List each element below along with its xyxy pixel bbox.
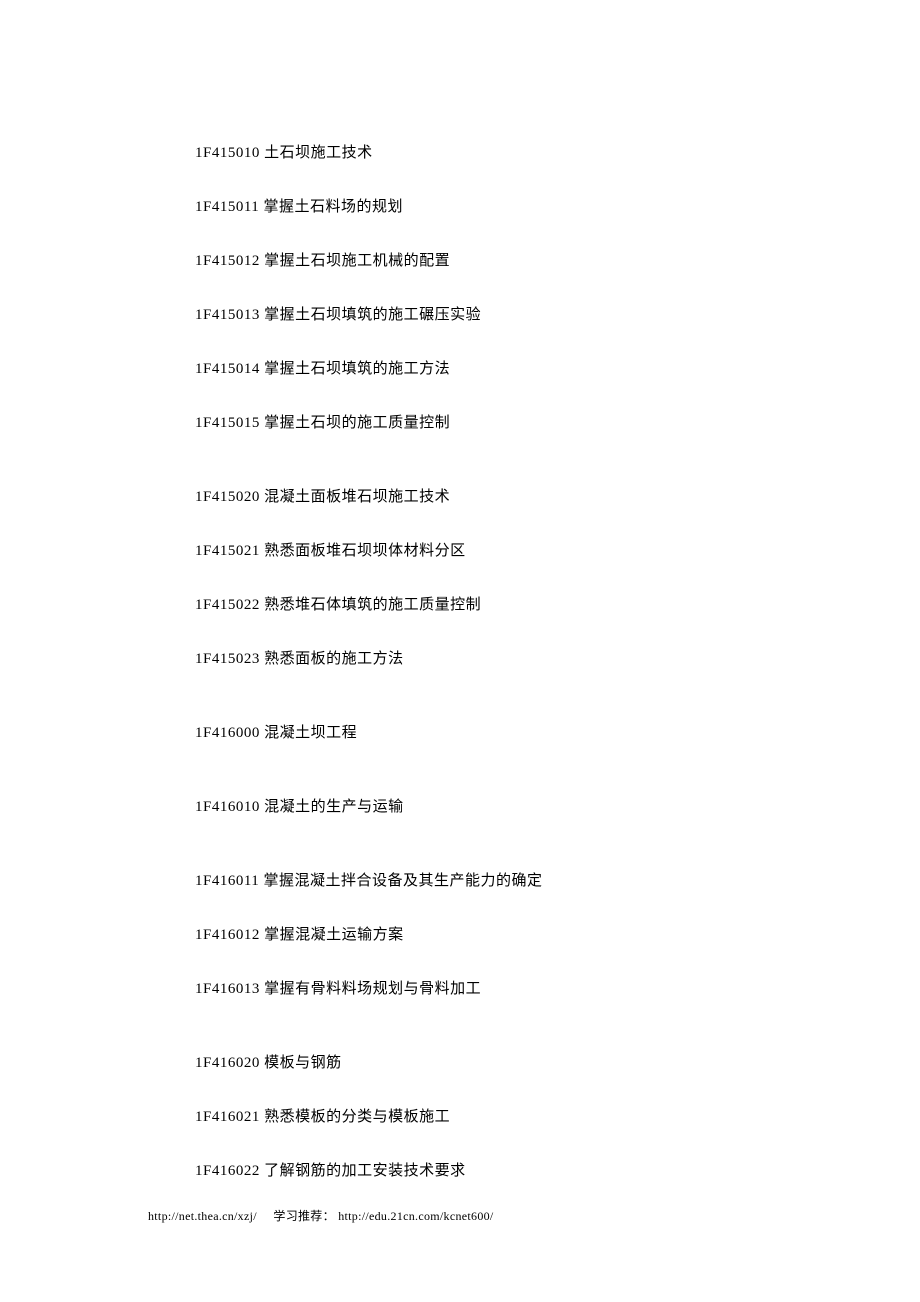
outline-code: 1F416010 (195, 799, 260, 815)
footer-url2: http://edu.21cn.com/kcnet600/ (338, 1209, 493, 1223)
spacer (195, 851, 820, 871)
footer-spacer (260, 1209, 270, 1223)
outline-item: 1F415010 土石坝施工技术 (195, 143, 820, 164)
outline-code: 1F416022 (195, 1163, 260, 1179)
outline-code: 1F415021 (195, 543, 260, 559)
outline-item: 1F415014 掌握土石坝填筑的施工方法 (195, 359, 820, 380)
outline-code: 1F416011 (195, 873, 259, 889)
outline-text: 了解钢筋的加工安装技术要求 (264, 1163, 466, 1179)
outline-text: 掌握混凝土运输方案 (264, 927, 404, 943)
outline-item: 1F415011 掌握土石料场的规划 (195, 197, 820, 218)
outline-code: 1F415010 (195, 145, 260, 161)
outline-code: 1F416020 (195, 1055, 260, 1071)
footer-label: 学习推荐： (273, 1209, 335, 1223)
outline-text: 模板与钢筋 (264, 1055, 342, 1071)
outline-code: 1F415011 (195, 199, 259, 215)
outline-item: 1F415012 掌握土石坝施工机械的配置 (195, 251, 820, 272)
outline-text: 掌握土石坝填筑的施工碾压实验 (264, 307, 481, 323)
outline-item: 1F415022 熟悉堆石体填筑的施工质量控制 (195, 595, 820, 616)
outline-item: 1F415013 掌握土石坝填筑的施工碾压实验 (195, 305, 820, 326)
outline-item: 1F415015 掌握土石坝的施工质量控制 (195, 413, 820, 434)
outline-code: 1F415014 (195, 361, 260, 377)
outline-text: 掌握土石坝的施工质量控制 (264, 415, 450, 431)
outline-code: 1F415023 (195, 651, 260, 667)
outline-code: 1F415013 (195, 307, 260, 323)
spacer (195, 703, 820, 723)
page-footer: http://net.thea.cn/xzj/ 学习推荐： http://edu… (148, 1207, 494, 1224)
outline-item: 1F416021 熟悉模板的分类与模板施工 (195, 1107, 820, 1128)
outline-code: 1F415015 (195, 415, 260, 431)
outline-item: 1F416000 混凝土坝工程 (195, 723, 820, 744)
outline-text: 混凝土面板堆石坝施工技术 (264, 489, 450, 505)
document-content: 1F415010 土石坝施工技术1F415011 掌握土石料场的规划1F4150… (0, 0, 920, 1182)
outline-code: 1F416013 (195, 981, 260, 997)
outline-text: 熟悉模板的分类与模板施工 (264, 1109, 450, 1125)
outline-item: 1F416012 掌握混凝土运输方案 (195, 925, 820, 946)
outline-text: 混凝土坝工程 (264, 725, 357, 741)
spacer (195, 1033, 820, 1053)
outline-item: 1F416013 掌握有骨料料场规划与骨料加工 (195, 979, 820, 1000)
outline-code: 1F416000 (195, 725, 260, 741)
outline-item: 1F416010 混凝土的生产与运输 (195, 797, 820, 818)
outline-text: 掌握土石料场的规划 (264, 199, 404, 215)
outline-code: 1F416012 (195, 927, 260, 943)
outline-code: 1F416021 (195, 1109, 260, 1125)
outline-text: 掌握土石坝施工机械的配置 (264, 253, 450, 269)
spacer (195, 467, 820, 487)
outline-text: 熟悉面板堆石坝坝体材料分区 (264, 543, 466, 559)
outline-text: 熟悉面板的施工方法 (264, 651, 404, 667)
footer-url1: http://net.thea.cn/xzj/ (148, 1209, 257, 1223)
outline-item: 1F416022 了解钢筋的加工安装技术要求 (195, 1161, 820, 1182)
outline-item: 1F416020 模板与钢筋 (195, 1053, 820, 1074)
outline-text: 土石坝施工技术 (264, 145, 373, 161)
outline-text: 熟悉堆石体填筑的施工质量控制 (264, 597, 481, 613)
outline-item: 1F416011 掌握混凝土拌合设备及其生产能力的确定 (195, 871, 820, 892)
outline-code: 1F415022 (195, 597, 260, 613)
spacer (195, 777, 820, 797)
outline-text: 混凝土的生产与运输 (264, 799, 404, 815)
outline-item: 1F415020 混凝土面板堆石坝施工技术 (195, 487, 820, 508)
outline-text: 掌握混凝土拌合设备及其生产能力的确定 (264, 873, 543, 889)
outline-text: 掌握有骨料料场规划与骨料加工 (264, 981, 481, 997)
outline-item: 1F415021 熟悉面板堆石坝坝体材料分区 (195, 541, 820, 562)
outline-item: 1F415023 熟悉面板的施工方法 (195, 649, 820, 670)
outline-text: 掌握土石坝填筑的施工方法 (264, 361, 450, 377)
outline-code: 1F415020 (195, 489, 260, 505)
outline-code: 1F415012 (195, 253, 260, 269)
